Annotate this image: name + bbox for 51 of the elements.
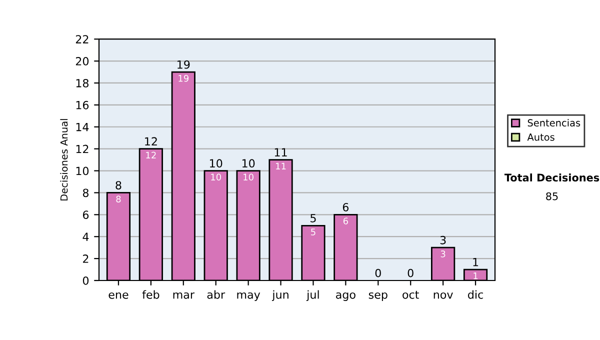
text: Total Decisiones bbox=[504, 173, 600, 182]
x-tick-label: nov bbox=[434, 292, 453, 299]
total-label: 0 bbox=[375, 268, 381, 278]
y-tick-label: 16 bbox=[76, 100, 89, 110]
x-tick-label: oct bbox=[402, 290, 419, 299]
y-tick-label: 12 bbox=[76, 144, 88, 154]
data-label: 3 bbox=[440, 250, 446, 258]
y-tick-label: 18 bbox=[76, 78, 89, 88]
total-label: 1 bbox=[473, 258, 478, 266]
data-label: 8 bbox=[116, 196, 121, 202]
y-tick-label: 20 bbox=[76, 57, 89, 66]
x-tick-label: abr bbox=[207, 290, 226, 299]
y-tick-label: 6 bbox=[82, 210, 89, 220]
total-label: 6 bbox=[342, 203, 349, 212]
text: 85 bbox=[546, 192, 558, 200]
x-tick-label: jun bbox=[272, 290, 288, 301]
y-tick-label: 2 bbox=[83, 254, 88, 263]
y-tick-label: 8 bbox=[82, 188, 89, 198]
x-tick-label: dic bbox=[468, 290, 483, 299]
legend-label: Autos bbox=[527, 134, 554, 141]
total-label: 5 bbox=[310, 214, 316, 222]
data-label: 5 bbox=[311, 228, 316, 236]
data-label: 1 bbox=[474, 272, 478, 280]
legend-label: Sentencias bbox=[528, 118, 580, 127]
total-label: 3 bbox=[440, 236, 446, 244]
x-tick-label: ene bbox=[108, 292, 128, 299]
y-axis-title: Decisiones Anual bbox=[60, 119, 68, 200]
data-label: 11 bbox=[276, 162, 286, 170]
x-tick-label: may bbox=[237, 292, 260, 301]
y-tick-label: 10 bbox=[76, 166, 89, 176]
y-tick-label: 0 bbox=[82, 276, 89, 285]
x-tick-label: sep bbox=[368, 292, 388, 301]
x-tick-label: feb bbox=[142, 290, 160, 299]
total-label: 10 bbox=[242, 159, 255, 168]
total-label: 8 bbox=[116, 181, 122, 190]
total-label: 11 bbox=[274, 148, 287, 156]
total-label: 19 bbox=[178, 60, 190, 69]
x-tick-label: jul bbox=[306, 290, 319, 301]
data-label: 12 bbox=[146, 152, 156, 158]
y-tick-label: 4 bbox=[82, 232, 89, 241]
data-label: 6 bbox=[343, 218, 348, 224]
total-label: 12 bbox=[145, 137, 157, 146]
data-label: 10 bbox=[211, 174, 221, 181]
data-label: 19 bbox=[178, 74, 188, 82]
y-tick-label: 22 bbox=[76, 35, 88, 44]
total-label: 0 bbox=[408, 268, 414, 278]
total-label: 10 bbox=[210, 159, 222, 168]
x-tick-label: mar bbox=[173, 292, 194, 299]
y-tick-label: 14 bbox=[76, 123, 89, 132]
x-tick-label: ago bbox=[336, 292, 356, 301]
data-label: 10 bbox=[244, 174, 254, 181]
